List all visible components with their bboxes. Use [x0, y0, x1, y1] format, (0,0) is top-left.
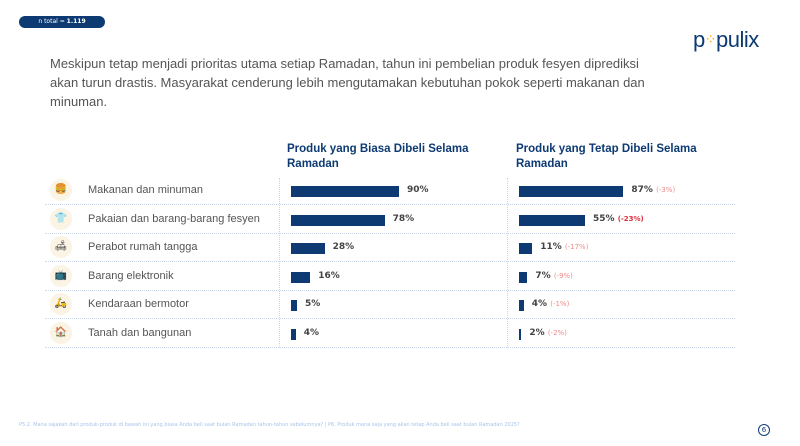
category-label: Perabot rumah tangga	[88, 241, 198, 254]
value-label: 4%	[303, 328, 320, 338]
value-label: 55%	[593, 213, 615, 224]
bar	[519, 214, 585, 226]
table-row: 📺 Barang elektronik 16% 7% (-9%)	[45, 263, 735, 291]
bar	[291, 271, 311, 283]
chart-heading-still: Produk yang Tetap Dibeli Selama Ramadan	[516, 143, 697, 170]
value-label: 90%	[407, 185, 429, 195]
house-icon: 🏠	[50, 322, 72, 344]
clothing-icon: 👕	[50, 207, 72, 230]
bar	[291, 243, 325, 255]
bar	[291, 300, 297, 312]
motorcycle-icon: 🛵	[50, 293, 72, 316]
table-row: 🏠 Tanah dan bangunan 4% 2% (-2%)	[45, 320, 735, 348]
change-label: (-1%)	[550, 300, 570, 309]
sample-size-badge: n total = 1.119	[19, 16, 105, 28]
value-label: 11%	[540, 242, 562, 253]
data-label: 4%	[304, 328, 319, 338]
divider	[507, 178, 508, 348]
data-label: 16%	[318, 271, 340, 281]
data-label: 11% (-17%)	[540, 242, 588, 252]
category-label: Barang elektronik	[88, 269, 174, 282]
value-label: 5%	[305, 299, 321, 310]
data-label: 90%	[407, 185, 429, 195]
data-label: 55% (-23%)	[593, 214, 644, 224]
chart-heading-usual: Produk yang Biasa Dibeli Selama Ramadan	[287, 143, 469, 170]
value-label: 4%	[531, 299, 548, 310]
table-row: 🍔 Makanan dan minuman 90% 87% (-3%)	[45, 177, 735, 205]
food-icon: 🍔	[50, 179, 72, 201]
category-label: Kendaraan bermotor	[88, 298, 189, 311]
value-label: 16%	[318, 270, 340, 281]
change-label: (-23%)	[617, 214, 644, 223]
category-label: Makanan dan minuman	[88, 184, 203, 196]
change-label: (-17%)	[564, 243, 589, 252]
category-label: Pakaian dan barang-barang fesyen	[88, 212, 260, 225]
bar	[519, 329, 522, 340]
data-label: 78%	[393, 214, 415, 224]
bar	[519, 186, 624, 197]
value-label: 7%	[535, 270, 551, 281]
bar	[519, 243, 533, 255]
intro-text: Meskipun tetap menjadi prioritas utama s…	[50, 56, 645, 109]
data-label: 4% (-1%)	[532, 299, 570, 309]
table-row: 🛵 Kendaraan bermotor 5% 4% (-1%)	[45, 291, 735, 320]
value-label: 78%	[392, 213, 415, 224]
electronics-icon: 📺	[50, 264, 72, 287]
divider	[279, 178, 280, 348]
badge-value: 1.119	[66, 18, 86, 25]
bar	[519, 300, 524, 312]
furniture-icon: 🛋	[50, 236, 72, 259]
data-label: 28%	[333, 242, 355, 252]
table-row: 👕 Pakaian dan barang-barang fesyen 78% 5…	[45, 206, 735, 234]
footnote: P5.2. Mana sajakah dari produk-produk di…	[19, 422, 520, 428]
bar	[291, 214, 385, 226]
data-label: 87% (-3%)	[631, 185, 675, 195]
change-label: (-3%)	[656, 186, 676, 194]
table-row: 🛋 Perabot rumah tangga 28% 11% (-17%)	[45, 234, 735, 263]
badge-label: n total =	[38, 18, 67, 25]
page-number: 6	[758, 424, 770, 436]
bar	[291, 329, 296, 340]
change-label: (-2%)	[547, 329, 567, 337]
value-label: 2%	[529, 328, 545, 338]
change-label: (-9%)	[553, 271, 573, 280]
value-label: 28%	[332, 242, 355, 253]
populix-logo: p⁘pulix	[693, 27, 759, 52]
data-label: 7% (-9%)	[535, 271, 573, 281]
bar	[291, 186, 399, 197]
bar	[519, 271, 528, 283]
category-label: Tanah dan bangunan	[88, 327, 192, 339]
data-label: 2% (-2%)	[529, 328, 567, 338]
value-label: 87%	[631, 185, 653, 195]
data-label: 5%	[305, 299, 320, 309]
